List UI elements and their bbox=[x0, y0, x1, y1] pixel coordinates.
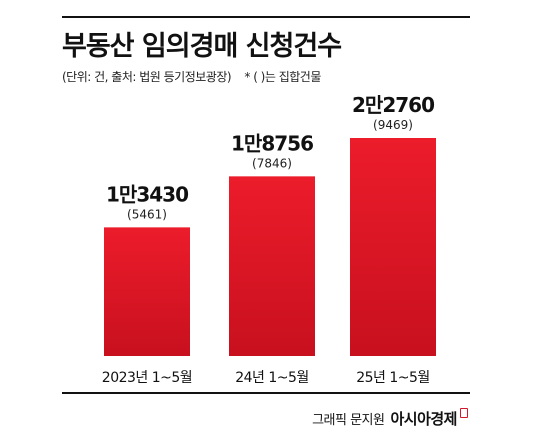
category-label-1: 2023년 1~5월 bbox=[102, 370, 192, 386]
bottom-rule bbox=[62, 392, 470, 394]
data-label-3: 2만2760 bbox=[352, 93, 434, 117]
chart-note: * ( )는 집합건물 bbox=[244, 70, 321, 84]
brand-mark-icon bbox=[460, 408, 468, 418]
top-rule bbox=[62, 16, 470, 18]
secondary-label-1: (5461) bbox=[127, 207, 167, 221]
data-label-2: 1만8756 bbox=[231, 131, 313, 155]
bar-3 bbox=[350, 138, 436, 356]
subtitle-row: (단위: 건, 출처: 법원 등기정보광장) * ( )는 집합건물 bbox=[62, 68, 321, 85]
secondary-label-2: (7846) bbox=[252, 156, 292, 170]
credit: 그래픽 문지원 아시아경제 bbox=[312, 408, 468, 429]
chart-subtitle: (단위: 건, 출처: 법원 등기정보광장) bbox=[62, 70, 232, 84]
category-label-2: 24년 1~5월 bbox=[235, 370, 309, 386]
category-label-3: 25년 1~5월 bbox=[356, 370, 430, 386]
chart-title: 부동산 임의경매 신청건수 bbox=[62, 31, 342, 62]
secondary-label-3: (9469) bbox=[373, 118, 413, 132]
data-label-1: 1만3430 bbox=[106, 182, 188, 206]
credit-label: 그래픽 문지원 bbox=[312, 413, 385, 428]
brand-logo: 아시아경제 bbox=[390, 410, 457, 428]
bar-1 bbox=[104, 227, 190, 356]
bars-group: 1만3430(5461) 2023년 1~5월 1만8756(7846) 24년 1~… bbox=[102, 93, 436, 386]
bar-2 bbox=[229, 176, 315, 356]
